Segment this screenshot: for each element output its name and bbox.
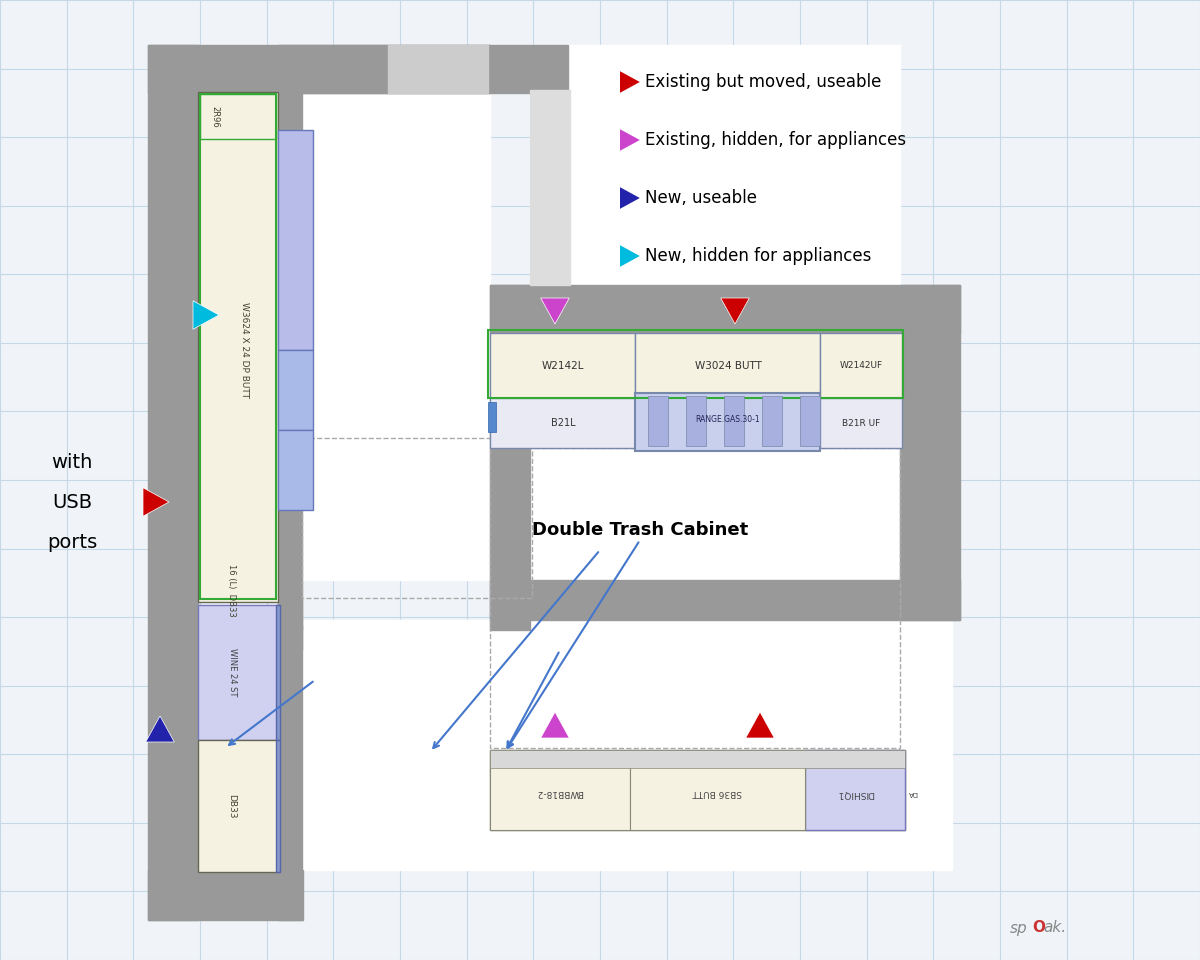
Text: DISHIQ1: DISHIQ1: [836, 788, 874, 798]
Text: sp: sp: [1010, 921, 1027, 935]
Bar: [490, 750, 905, 768]
Polygon shape: [143, 488, 169, 516]
Bar: [278, 45, 302, 630]
Bar: [762, 396, 782, 446]
Polygon shape: [193, 300, 220, 329]
Text: SB36 BUTT: SB36 BUTT: [692, 788, 742, 798]
Polygon shape: [541, 298, 569, 324]
Text: B21R UF: B21R UF: [842, 419, 880, 427]
Polygon shape: [620, 187, 640, 208]
Bar: [198, 740, 278, 872]
Bar: [490, 750, 905, 830]
Text: New, hidden for appliances: New, hidden for appliances: [646, 247, 871, 265]
Polygon shape: [620, 71, 640, 93]
Text: W3024 BUTT: W3024 BUTT: [695, 361, 762, 371]
Bar: [488, 402, 496, 432]
Text: DB33: DB33: [228, 794, 236, 818]
Bar: [490, 285, 960, 333]
Bar: [200, 94, 276, 139]
Text: RANGE.GAS.30-1: RANGE.GAS.30-1: [696, 416, 761, 424]
Bar: [488, 330, 904, 398]
Bar: [198, 92, 278, 602]
Bar: [648, 396, 668, 446]
Text: ak.: ak.: [1043, 921, 1066, 935]
Text: with: with: [52, 452, 92, 471]
Text: O: O: [1032, 921, 1045, 935]
Text: WINE 24 ST: WINE 24 ST: [228, 648, 236, 696]
Text: W2142L: W2142L: [541, 361, 584, 371]
Bar: [276, 605, 280, 740]
Text: Existing, hidden, for appliances: Existing, hidden, for appliances: [646, 131, 906, 149]
Bar: [724, 396, 744, 446]
Polygon shape: [620, 130, 640, 151]
Bar: [302, 45, 490, 93]
Bar: [490, 398, 635, 448]
Bar: [490, 285, 530, 630]
Bar: [302, 620, 952, 870]
Bar: [198, 90, 278, 600]
Bar: [820, 333, 902, 398]
Bar: [198, 620, 278, 870]
Text: W2142UF: W2142UF: [840, 362, 882, 371]
Bar: [530, 333, 900, 580]
Bar: [530, 90, 570, 285]
Bar: [302, 90, 490, 580]
Bar: [276, 740, 280, 872]
Bar: [805, 750, 905, 830]
Bar: [530, 45, 900, 285]
Polygon shape: [620, 245, 640, 267]
Text: 2R96: 2R96: [210, 107, 220, 128]
Bar: [148, 45, 568, 93]
Bar: [630, 750, 805, 830]
Bar: [198, 605, 278, 740]
Text: DA: DA: [907, 790, 917, 796]
Bar: [278, 625, 302, 920]
Bar: [278, 600, 302, 650]
Polygon shape: [721, 298, 749, 324]
Bar: [278, 350, 313, 430]
Polygon shape: [745, 712, 774, 738]
Text: Existing but moved, useable: Existing but moved, useable: [646, 73, 882, 91]
Text: ports: ports: [47, 533, 97, 551]
Bar: [278, 130, 313, 350]
Bar: [302, 438, 532, 598]
Text: BWBB18-2: BWBB18-2: [536, 788, 583, 798]
Bar: [635, 333, 820, 398]
Bar: [148, 45, 198, 920]
Text: B21L: B21L: [551, 418, 575, 428]
Polygon shape: [541, 712, 569, 738]
Bar: [388, 45, 488, 93]
Bar: [148, 870, 302, 920]
Bar: [490, 448, 900, 748]
Bar: [800, 396, 820, 446]
Bar: [900, 285, 960, 620]
Text: 16 (L)  DB33: 16 (L) DB33: [228, 564, 236, 616]
Text: W3624 X 24 DP BUTT: W3624 X 24 DP BUTT: [240, 302, 250, 398]
Bar: [686, 396, 706, 446]
Bar: [278, 430, 313, 510]
Text: USB: USB: [52, 492, 92, 512]
Bar: [490, 333, 635, 398]
Bar: [820, 398, 902, 448]
Text: New, useable: New, useable: [646, 189, 757, 207]
Bar: [200, 94, 276, 599]
Bar: [490, 750, 630, 830]
Polygon shape: [145, 716, 174, 742]
Text: Double Trash Cabinet: Double Trash Cabinet: [532, 521, 748, 539]
Bar: [635, 393, 820, 451]
Bar: [490, 580, 960, 620]
